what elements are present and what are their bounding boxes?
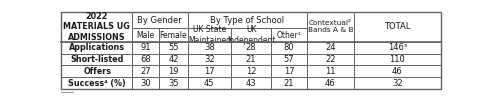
Bar bbox=[271, 65, 307, 77]
Text: 35: 35 bbox=[168, 79, 179, 88]
Text: Short-listed: Short-listed bbox=[71, 55, 124, 64]
Bar bbox=[188, 54, 231, 65]
Bar bbox=[271, 42, 307, 54]
Text: 110: 110 bbox=[390, 55, 405, 64]
Bar bbox=[307, 42, 354, 54]
Text: By Type of School: By Type of School bbox=[210, 16, 284, 25]
Bar bbox=[188, 65, 231, 77]
Bar bbox=[231, 28, 271, 42]
Bar bbox=[271, 28, 307, 42]
Bar bbox=[354, 42, 441, 54]
Bar bbox=[131, 77, 159, 89]
Text: 2022
MATERIALS UG
ADMISSIONS: 2022 MATERIALS UG ADMISSIONS bbox=[63, 12, 130, 42]
Bar bbox=[307, 65, 354, 77]
Text: 17: 17 bbox=[204, 67, 215, 76]
Text: 46: 46 bbox=[325, 79, 336, 88]
Text: Success⁴ (%): Success⁴ (%) bbox=[68, 79, 126, 88]
Bar bbox=[307, 54, 354, 65]
Text: UK
Independent: UK Independent bbox=[227, 25, 275, 45]
Text: Contextual²
Bands A & B: Contextual² Bands A & B bbox=[308, 20, 353, 33]
Text: 46: 46 bbox=[392, 67, 403, 76]
Bar bbox=[188, 28, 231, 42]
Text: 27: 27 bbox=[140, 67, 151, 76]
Bar bbox=[61, 77, 131, 89]
Text: 42: 42 bbox=[168, 55, 179, 64]
Text: 55: 55 bbox=[168, 43, 179, 52]
Text: 22: 22 bbox=[325, 55, 336, 64]
Bar bbox=[131, 28, 159, 42]
Bar bbox=[354, 54, 441, 65]
Text: By Gender: By Gender bbox=[137, 16, 182, 25]
Bar bbox=[61, 42, 131, 54]
Bar bbox=[307, 12, 354, 42]
Text: 21: 21 bbox=[284, 79, 294, 88]
Text: 38: 38 bbox=[204, 43, 215, 52]
Text: TOTAL: TOTAL bbox=[384, 22, 411, 31]
Text: 57: 57 bbox=[284, 55, 294, 64]
Bar bbox=[188, 12, 307, 28]
Bar bbox=[271, 54, 307, 65]
Text: 43: 43 bbox=[246, 79, 256, 88]
Text: 11: 11 bbox=[325, 67, 336, 76]
Text: 91: 91 bbox=[140, 43, 150, 52]
Bar bbox=[159, 42, 188, 54]
Text: 17: 17 bbox=[284, 67, 294, 76]
Bar bbox=[159, 28, 188, 42]
Text: 45: 45 bbox=[204, 79, 215, 88]
Bar bbox=[131, 12, 188, 28]
Bar bbox=[354, 65, 441, 77]
Bar bbox=[231, 54, 271, 65]
Bar bbox=[131, 42, 159, 54]
Text: 68: 68 bbox=[140, 55, 151, 64]
Text: 28: 28 bbox=[246, 43, 256, 52]
Bar bbox=[354, 12, 441, 42]
Bar bbox=[61, 65, 131, 77]
Bar bbox=[231, 42, 271, 54]
Bar bbox=[231, 65, 271, 77]
Bar bbox=[188, 42, 231, 54]
Bar bbox=[354, 77, 441, 89]
Bar bbox=[61, 12, 131, 42]
Bar bbox=[271, 77, 307, 89]
Bar bbox=[131, 54, 159, 65]
Bar bbox=[159, 65, 188, 77]
Text: 80: 80 bbox=[284, 43, 294, 52]
Text: UK State
Maintained: UK State Maintained bbox=[188, 25, 231, 45]
Text: Offers: Offers bbox=[83, 67, 111, 76]
Text: 146³: 146³ bbox=[388, 43, 407, 52]
Text: 24: 24 bbox=[325, 43, 336, 52]
Bar bbox=[307, 77, 354, 89]
Text: 12: 12 bbox=[246, 67, 256, 76]
Text: Other¹: Other¹ bbox=[277, 31, 301, 40]
Bar bbox=[231, 77, 271, 89]
Bar bbox=[188, 77, 231, 89]
Text: Male: Male bbox=[136, 31, 154, 40]
Bar bbox=[61, 54, 131, 65]
Text: Applications: Applications bbox=[69, 43, 125, 52]
Text: 32: 32 bbox=[392, 79, 403, 88]
Text: 30: 30 bbox=[140, 79, 151, 88]
Text: Female: Female bbox=[160, 31, 187, 40]
Bar bbox=[159, 54, 188, 65]
Text: 21: 21 bbox=[246, 55, 256, 64]
Text: 19: 19 bbox=[168, 67, 179, 76]
Text: 32: 32 bbox=[204, 55, 215, 64]
Bar bbox=[131, 65, 159, 77]
Bar bbox=[159, 77, 188, 89]
